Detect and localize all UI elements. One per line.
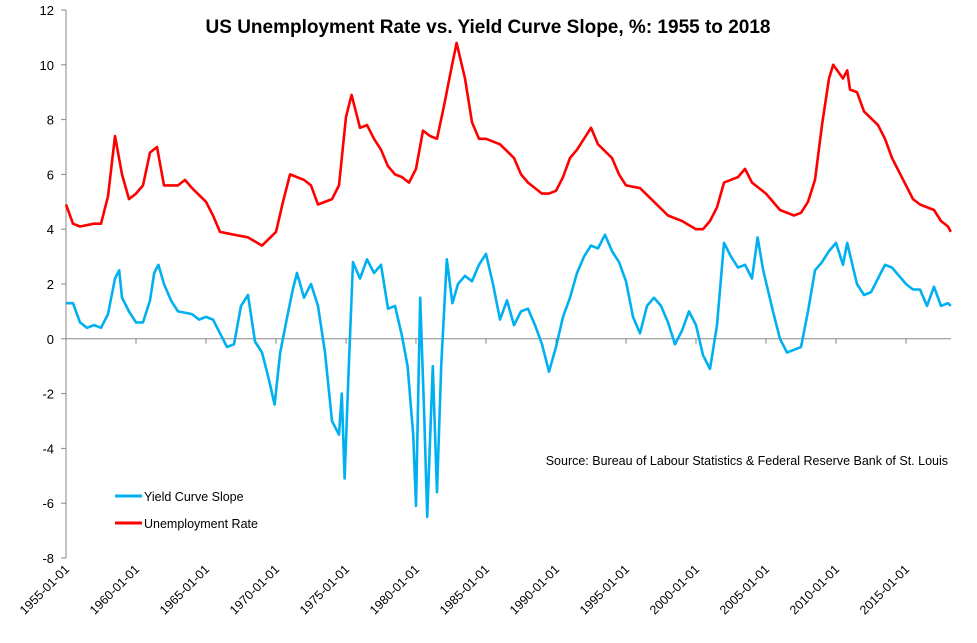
x-tick-label: 1995-01-01 — [577, 562, 632, 617]
x-tick-label: 2000-01-01 — [647, 562, 702, 617]
x-tick-label: 1980-01-01 — [367, 562, 422, 617]
yield-curve-slope-line — [66, 233, 952, 519]
chart-title: US Unemployment Rate vs. Yield Curve Slo… — [206, 17, 771, 38]
y-tick-label: 4 — [47, 222, 54, 237]
series-lines — [64, 41, 952, 519]
x-tick-label: 1975-01-01 — [297, 562, 352, 617]
legend: Yield Curve Slope Unemployment Rate — [115, 490, 258, 531]
x-tick-label: 1970-01-01 — [227, 562, 282, 617]
x-tick-label: 2005-01-01 — [717, 562, 772, 617]
y-tick-label: -4 — [42, 441, 54, 456]
y-tick-label: 8 — [47, 113, 54, 128]
x-tick-label: 2010-01-01 — [787, 562, 842, 617]
x-tick-label: 1985-01-01 — [437, 562, 492, 617]
y-tick-label: 0 — [47, 332, 54, 347]
y-tick-label: 6 — [47, 167, 54, 182]
source-annotation: Source: Bureau of Labour Statistics & Fe… — [546, 454, 948, 468]
legend-label-yield: Yield Curve Slope — [144, 490, 244, 504]
x-tick-label: 1965-01-01 — [157, 562, 212, 617]
x-tick-label: 1955-01-01 — [17, 562, 72, 617]
y-tick-label: 12 — [40, 3, 54, 18]
x-tick-label: 1960-01-01 — [87, 562, 142, 617]
y-tick-label: -6 — [42, 496, 54, 511]
y-tick-label: -2 — [42, 387, 54, 402]
unemployment-rate-line — [64, 41, 952, 247]
y-tick-label: 2 — [47, 277, 54, 292]
x-tick-label: 2015-01-01 — [857, 562, 912, 617]
x-tick-label: 1990-01-01 — [507, 562, 562, 617]
y-tick-label: -8 — [42, 551, 54, 566]
legend-label-unemployment: Unemployment Rate — [144, 517, 258, 531]
y-tick-label: 10 — [40, 58, 54, 73]
